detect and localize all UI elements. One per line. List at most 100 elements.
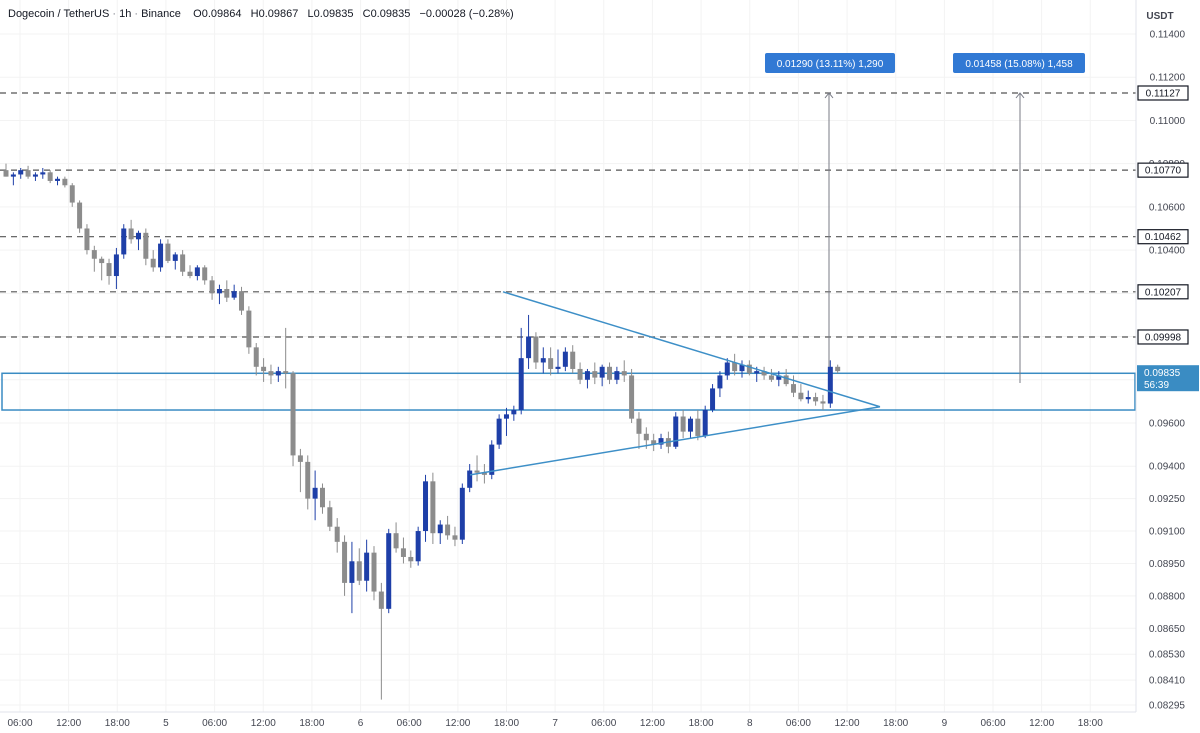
candle <box>467 464 473 493</box>
price-tick-label: 0.08800 <box>1149 591 1186 602</box>
candle-body <box>91 250 97 259</box>
candle-body <box>194 267 200 277</box>
current-price-tag[interactable] <box>1137 365 1199 392</box>
candle-body <box>283 371 289 374</box>
candle <box>55 176 61 186</box>
candle <box>106 258 112 285</box>
candle <box>135 230 141 251</box>
measure-label: 0.01290 (13.11%) 1,290 <box>777 59 884 70</box>
candle-body <box>371 552 377 592</box>
candle <box>437 520 443 545</box>
measure-label-box[interactable] <box>765 53 895 73</box>
candle <box>673 412 679 449</box>
triangle-trendlines[interactable] <box>469 291 881 476</box>
candle <box>445 515 451 540</box>
lower-trendline[interactable] <box>469 406 881 476</box>
candle-body <box>305 461 311 499</box>
measure-arrowhead <box>1015 92 1025 99</box>
candle <box>194 265 200 281</box>
candle-body <box>400 548 406 557</box>
candle-body <box>349 561 355 583</box>
level-tag[interactable] <box>1137 329 1189 345</box>
candle <box>25 165 31 179</box>
candle-body <box>32 174 38 177</box>
level-tag[interactable] <box>1137 162 1189 178</box>
candle-body <box>430 481 436 534</box>
level-tag-label: 0.11127 <box>1146 88 1181 99</box>
time-tick-label: 18:00 <box>883 718 908 729</box>
candle-body <box>334 526 340 542</box>
candle <box>165 239 171 264</box>
level-tag[interactable] <box>1137 284 1189 300</box>
candle <box>776 371 782 387</box>
candle <box>636 412 642 449</box>
candle <box>327 500 333 532</box>
candle-body <box>820 401 826 404</box>
candle-body <box>3 170 9 177</box>
candle-body <box>540 358 546 363</box>
candle <box>577 362 583 385</box>
candle-body <box>180 254 186 272</box>
support-zone-rect[interactable] <box>1 372 1136 411</box>
candle <box>835 364 841 374</box>
time-tick-label: 12:00 <box>640 718 665 729</box>
candle-body <box>364 552 370 581</box>
candle-body <box>415 531 421 562</box>
candle <box>305 455 311 510</box>
candle-body <box>150 258 156 268</box>
current-price-label: 0.09835 <box>1144 368 1181 379</box>
candle-body <box>467 470 473 488</box>
candle-body <box>77 202 83 229</box>
candle-body <box>533 336 539 363</box>
candle-body <box>768 375 774 380</box>
level-tag[interactable] <box>1137 85 1189 101</box>
candle-body <box>62 178 68 186</box>
candle <box>562 347 568 372</box>
candle-body <box>724 362 730 376</box>
interval-label[interactable]: 1h <box>119 8 132 20</box>
candle <box>231 284 237 300</box>
upper-trendline[interactable] <box>502 291 881 408</box>
candle <box>805 390 811 404</box>
candle-body <box>636 418 642 434</box>
candle <box>158 239 164 272</box>
candle-body <box>393 533 399 549</box>
candle-body <box>261 366 267 372</box>
candle <box>791 375 797 398</box>
candle-body <box>761 371 767 376</box>
level-tag-label: 0.10770 <box>1145 166 1182 177</box>
level-tag-label: 0.10462 <box>1145 232 1182 243</box>
candle-body <box>216 289 222 294</box>
candle <box>710 384 716 413</box>
support-zone[interactable] <box>1 372 1136 411</box>
candle <box>172 252 178 270</box>
level-tag[interactable] <box>1137 229 1189 245</box>
price-tick-label: 0.09250 <box>1149 494 1186 505</box>
candle-body <box>518 358 524 411</box>
time-tick-label: 8 <box>747 718 753 729</box>
candle-body <box>592 371 598 378</box>
horizontal-levels[interactable] <box>0 92 1136 338</box>
measurement-tools[interactable]: 0.01290 (13.11%) 1,290 0.01458 (15.08%) 1… <box>765 53 1085 383</box>
candle <box>69 183 75 207</box>
price-axis[interactable]: USDT0.114000.112000.110000.108000.106000… <box>1135 0 1200 733</box>
candle <box>113 247 119 290</box>
price-tick-label: 0.10600 <box>1149 202 1186 213</box>
candle-body <box>18 170 24 175</box>
candle <box>496 414 502 449</box>
measure-label-box[interactable] <box>953 53 1085 73</box>
candle <box>702 405 708 439</box>
time-tick-label: 12:00 <box>445 718 470 729</box>
symbol-name[interactable]: Dogecoin / TetherUS <box>8 8 110 20</box>
candle-body <box>614 371 620 380</box>
candle <box>77 200 83 233</box>
time-axis[interactable]: 06:00 12:00 18:00 5 06:00 12:00 18:00 6 06:00 12:… <box>0 711 1200 733</box>
candle-body <box>813 397 819 402</box>
candle-body <box>555 366 561 369</box>
price-tick-label: 0.11400 <box>1150 30 1186 41</box>
candle-body <box>253 347 259 367</box>
candle <box>423 474 429 542</box>
candle-body <box>562 351 568 367</box>
